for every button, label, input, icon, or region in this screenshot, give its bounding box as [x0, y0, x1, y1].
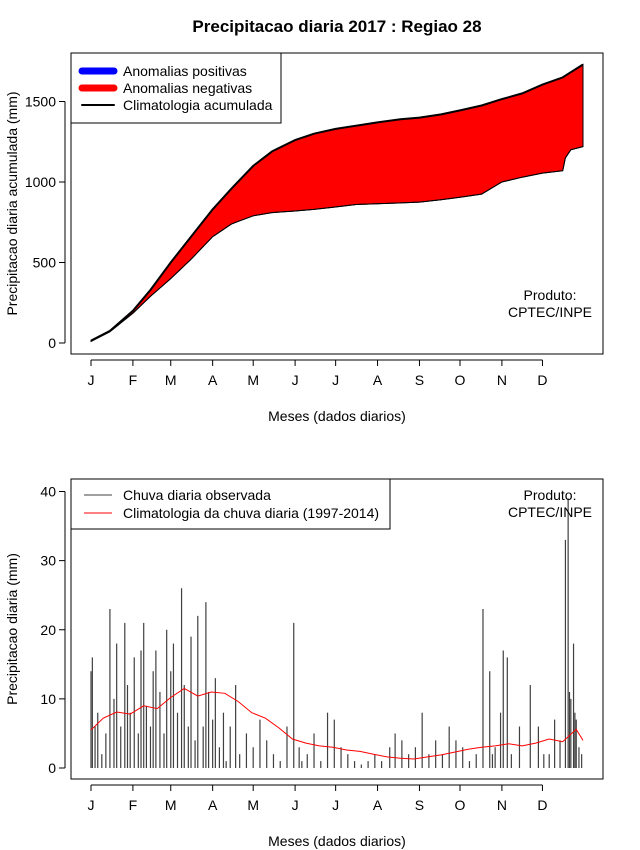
- legend-label: Climatologia da chuva diaria (1997-2014): [123, 505, 379, 521]
- top-x-tick-label: F: [129, 372, 138, 388]
- watermark-line: Produto:: [524, 487, 577, 503]
- daily-precipitation-panel: 0 10 20 30 40 J F M A M J J A S O N D Meses (dados diario…: [4, 478, 604, 849]
- cumulative-climatology-line: [90, 63, 584, 342]
- legend-label: Climatologia acumulada: [123, 97, 273, 113]
- bottom-legend: Chuva diaria observada Climatologia da ch…: [70, 478, 391, 530]
- bottom-y-axis-title: Precipitacao diaria (mm): [4, 553, 20, 705]
- bottom-y-tick-label: 0: [48, 760, 56, 776]
- daily-climatology-line: [90, 687, 584, 760]
- bottom-x-tick-label: M: [165, 797, 177, 813]
- top-x-tick-label: O: [455, 372, 466, 388]
- bottom-legend-box: [70, 478, 391, 530]
- top-x-tick-label: J: [88, 372, 95, 388]
- cumulative-observed-line: [90, 146, 584, 342]
- top-x-tick-label: J: [332, 372, 339, 388]
- watermark-line: CPTEC/INPE: [508, 304, 592, 320]
- top-x-tick-label: A: [208, 372, 218, 388]
- legend-label: Chuva diaria observada: [123, 487, 271, 503]
- top-x-tick-label: S: [415, 372, 424, 388]
- bottom-x-axis-title: Meses (dados diarios): [268, 833, 406, 849]
- bottom-x-tick-label: S: [415, 797, 424, 813]
- watermark-line: Produto:: [524, 287, 577, 303]
- legend-label: Anomalias negativas: [123, 80, 252, 96]
- top-plot-frame: [70, 52, 604, 355]
- top-y-tick-label: 0: [48, 335, 56, 351]
- top-y-tick-label: 1500: [25, 94, 56, 110]
- legend-label: Anomalias positivas: [123, 63, 247, 79]
- bottom-x-tick-label: A: [373, 797, 383, 813]
- bottom-x-tick-label: F: [129, 797, 138, 813]
- bottom-y-tick-label: 10: [40, 691, 56, 707]
- bottom-x-tick-label: D: [537, 797, 547, 813]
- cumulative-precipitation-panel: 0 500 1000 1500 J F M A M J J A S O N D Meses (dados dia…: [4, 52, 604, 424]
- watermark-line: CPTEC/INPE: [508, 504, 592, 520]
- top-y-tick-label: 1000: [25, 174, 56, 190]
- bottom-x-tick-label: J: [292, 797, 299, 813]
- top-x-tick-label: D: [537, 372, 547, 388]
- bottom-y-tick-label: 40: [40, 484, 56, 500]
- top-y-tick-label: 500: [33, 255, 57, 271]
- top-x-tick-label: J: [292, 372, 299, 388]
- bottom-y-tick-label: 20: [40, 622, 56, 638]
- top-x-tick-label: M: [165, 372, 177, 388]
- bottom-x-tick-label: O: [455, 797, 466, 813]
- bottom-x-tick-label: A: [208, 797, 218, 813]
- top-x-tick-label: M: [247, 372, 259, 388]
- top-y-axis-title: Precipitacao diaria acumulada (mm): [4, 91, 20, 315]
- bottom-x-tick-label: M: [247, 797, 259, 813]
- top-x-tick-label: A: [373, 372, 383, 388]
- bottom-x-tick-label: N: [497, 797, 507, 813]
- figure-title: Precipitacao diaria 2017 : Regiao 28: [192, 17, 481, 36]
- bottom-x-tick-label: J: [332, 797, 339, 813]
- top-x-tick-label: N: [497, 372, 507, 388]
- bottom-x-tick-label: J: [88, 797, 95, 813]
- bottom-y-tick-label: 30: [40, 553, 56, 569]
- top-x-axis-title: Meses (dados diarios): [268, 408, 406, 424]
